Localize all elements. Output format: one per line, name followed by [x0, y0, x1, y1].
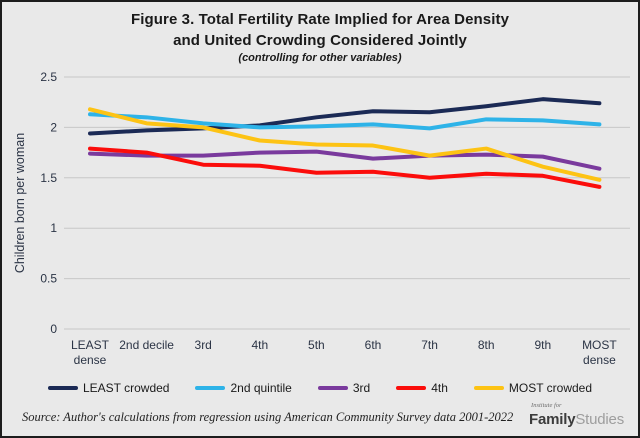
legend-label-least-crowded: LEAST crowded [82, 381, 170, 395]
logo-family: Family [529, 410, 576, 428]
legend-label-3rd: 3rd [352, 381, 371, 395]
legend-item-least-crowded: LEAST crowded [47, 381, 170, 395]
x-tick-label-9th: 9th [534, 338, 551, 352]
x-tick-label-2nd-decile: 2nd decile [119, 338, 174, 352]
x-tick-label-4th: 4th [251, 338, 268, 352]
legend-label-2nd-quintile: 2nd quintile [230, 381, 292, 395]
x-tick-label-least-dense: dense [74, 353, 107, 367]
y-tick-label-0: 0 [50, 322, 57, 336]
x-tick-label-most-dense: dense [583, 353, 616, 367]
series-line-4th [88, 146, 602, 189]
y-tick-label-2: 2 [50, 120, 57, 134]
logo-institute-for: Institute for [531, 402, 562, 409]
chart-subtitle: (controlling for other variables) [238, 52, 402, 64]
x-tick-label-most-dense: MOST [582, 338, 617, 352]
chart-title-line1: Figure 3. Total Fertility Rate Implied f… [130, 11, 510, 28]
x-tick-label-8th: 8th [478, 338, 495, 352]
legend-item-2nd-quintile: 2nd quintile [195, 381, 292, 395]
legend-swatch-most-crowded [473, 386, 504, 390]
x-tick-label-7th: 7th [421, 338, 438, 352]
chart-header: Figure 3. Total Fertility Rate Implied f… [2, 9, 638, 64]
y-tick-label-1: 1 [50, 221, 57, 235]
legend-item-most-crowded: MOST crowded [473, 381, 593, 395]
legend-item-4th: 4th [396, 381, 448, 395]
footer-bar: Source: Author's calculations from regre… [2, 401, 638, 436]
series-line-2nd-quintile [88, 112, 602, 131]
x-tick-label-least-dense: LEAST [71, 338, 110, 352]
series-line-most-crowded [88, 107, 602, 182]
logo-wordmark: FamilyStudies [529, 412, 624, 428]
source-note: Source: Author's calculations from regre… [22, 410, 514, 424]
x-tick-label-3rd: 3rd [195, 338, 212, 352]
legend-swatch-least-crowded [47, 386, 78, 390]
y-tick-label-2.5: 2.5 [40, 70, 57, 84]
legend-label-4th: 4th [431, 381, 448, 395]
y-tick-label-0.5: 0.5 [40, 272, 57, 286]
y-axis-label: Children born per woman [13, 133, 27, 273]
logo-studies: Studies [575, 410, 624, 428]
chart-legend: LEAST crowded 2nd quintile 3rd 4th MOST crow… [2, 381, 638, 395]
chart-title-line2: and United Crowding Considered Jointly [173, 32, 467, 49]
legend-label-most-crowded: MOST crowded [508, 381, 593, 395]
ifs-logo: Institute for FamilyStudies [529, 402, 624, 428]
legend-item-3rd: 3rd [317, 381, 371, 395]
x-tick-label-6th: 6th [365, 338, 382, 352]
legend-swatch-4th [396, 386, 427, 390]
y-tick-label-1.5: 1.5 [40, 171, 57, 185]
legend-swatch-3rd [317, 386, 348, 390]
series-line-least-crowded [88, 97, 602, 136]
x-tick-label-5th: 5th [308, 338, 325, 352]
legend-swatch-2nd-quintile [195, 386, 226, 390]
